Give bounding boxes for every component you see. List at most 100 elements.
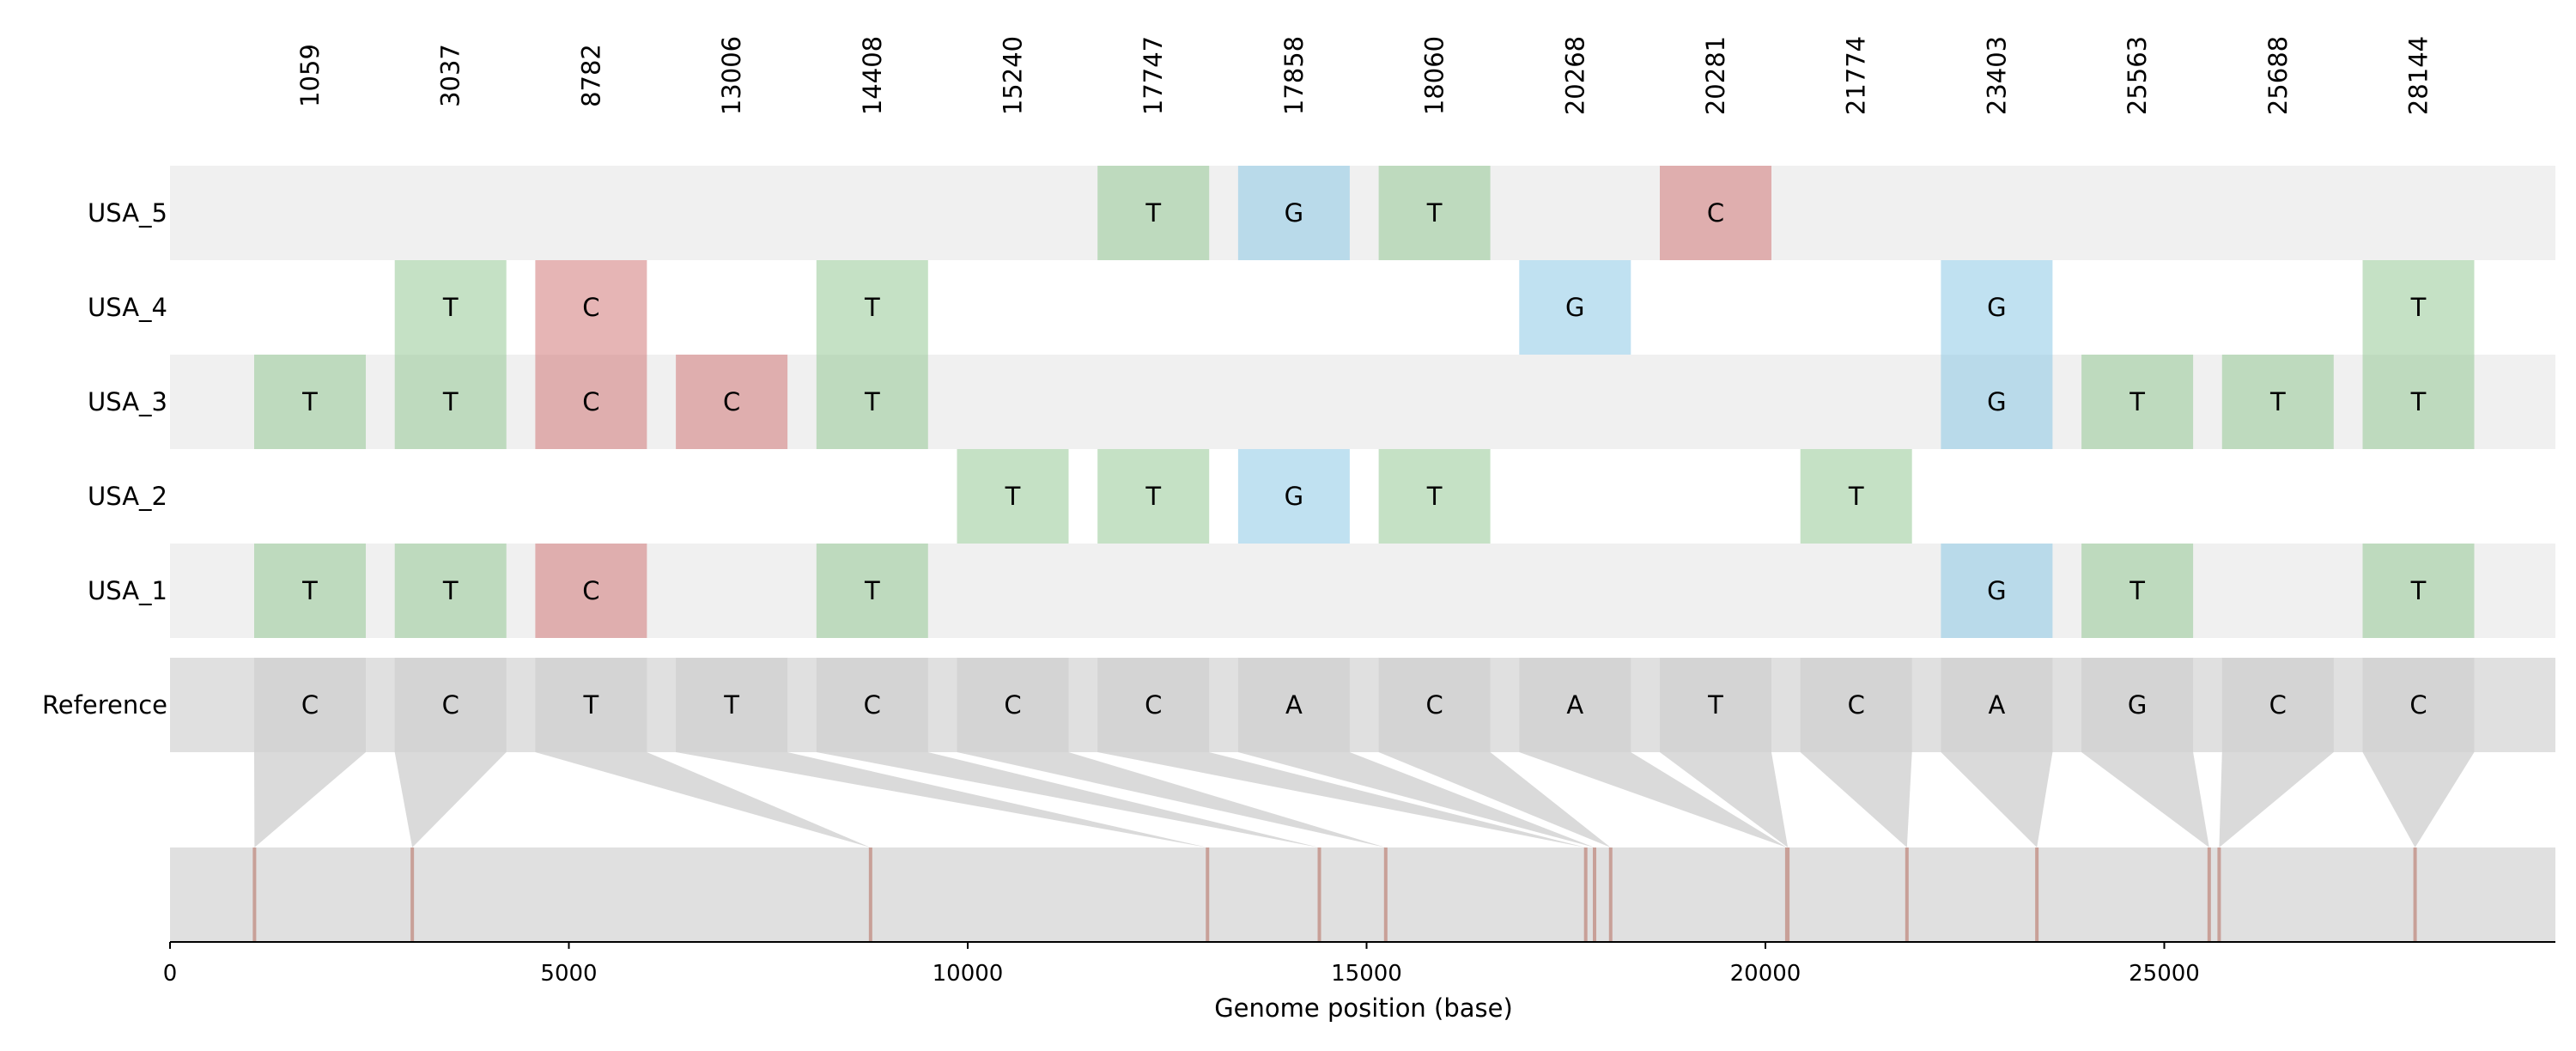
site-marker — [252, 847, 257, 942]
reference-cell — [2221, 658, 2334, 752]
row-label: USA_4 — [88, 293, 167, 322]
position-connector — [1660, 752, 1789, 847]
reference-base-label: T — [723, 690, 739, 720]
variant-cell — [2081, 544, 2194, 638]
variant-base-label: T — [442, 387, 459, 416]
variant-cell — [2081, 355, 2194, 449]
variant-cell — [2362, 355, 2475, 449]
position-connector — [1519, 752, 1787, 847]
x-tick-label: 20000 — [1730, 961, 1801, 987]
position-connector — [1097, 752, 1586, 847]
reference-cell — [816, 658, 928, 752]
reference-base-label: C — [1425, 690, 1443, 720]
row-label: USA_3 — [88, 387, 167, 416]
genome-track — [170, 847, 2555, 942]
position-label: 20268 — [1560, 36, 1589, 115]
variant-cell — [1519, 260, 1631, 355]
variant-cell — [1660, 166, 1771, 260]
x-tick-label: 5000 — [540, 961, 597, 987]
reference-base-label: C — [1145, 690, 1162, 720]
position-label: 1059 — [295, 44, 325, 107]
variant-base-label: T — [2410, 576, 2427, 605]
variant-base-label: T — [864, 387, 880, 416]
position-connector — [1800, 752, 1912, 847]
position-connector — [1941, 752, 2053, 847]
variant-base-label: T — [2269, 387, 2286, 416]
position-connector — [816, 752, 1320, 847]
variant-cell — [1378, 166, 1491, 260]
position-label: 20281 — [1701, 36, 1730, 115]
variant-base-label: G — [1565, 293, 1584, 322]
reference-base-label: C — [1848, 690, 1865, 720]
variant-cell — [1941, 355, 2053, 449]
position-label: 3037 — [436, 44, 465, 107]
variant-base-label: G — [1987, 293, 2006, 322]
x-axis: 0 5000 10000 15000 20000 25000 — [163, 941, 2555, 987]
position-label: 14408 — [858, 36, 887, 115]
position-connector — [2081, 752, 2209, 847]
reference-cell — [2362, 658, 2475, 752]
x-tick-label: 15000 — [1331, 961, 1402, 987]
row-stripe — [170, 166, 2555, 260]
row-stripe — [170, 355, 2555, 449]
variant-base-label: T — [2129, 576, 2145, 605]
position-connector — [394, 752, 507, 847]
reference-base-label: G — [2128, 690, 2147, 720]
site-marker — [1593, 847, 1597, 942]
reference-cell — [2081, 658, 2194, 752]
variant-base-label: T — [1426, 482, 1443, 511]
reference-base-label: C — [864, 690, 881, 720]
position-label: 13006 — [717, 36, 746, 115]
reference-cell — [1660, 658, 1771, 752]
variant-base-label: T — [2410, 387, 2427, 416]
position-connector — [254, 752, 366, 847]
x-axis-label: Genome position (base) — [1214, 993, 1513, 1023]
genome-bar — [170, 847, 2555, 942]
variant-cells: T G T C T C T G G T T T C C T G T T T T T G T T T T C T G T T — [254, 166, 2475, 638]
row-stripe — [170, 544, 2555, 638]
reference-cell — [1519, 658, 1631, 752]
variant-cell — [676, 355, 788, 449]
variant-base-label: T — [1145, 198, 1161, 228]
variant-cell — [1097, 449, 1210, 544]
site-marker — [1608, 847, 1613, 942]
reference-base-label: T — [583, 690, 599, 720]
reference-base-label: C — [1004, 690, 1021, 720]
variant-cell — [1941, 544, 2053, 638]
position-label: 21774 — [1842, 36, 1871, 115]
reference-label: Reference — [42, 690, 167, 720]
site-marker — [2207, 847, 2211, 942]
variant-cell — [1941, 260, 2053, 355]
reference-cell — [394, 658, 507, 752]
position-label: 8782 — [576, 44, 605, 107]
reference-band — [170, 658, 2555, 752]
variant-base-label: T — [442, 293, 459, 322]
variant-cell — [816, 260, 928, 355]
position-connector — [676, 752, 1208, 847]
position-label: 28144 — [2404, 36, 2433, 115]
variant-cell — [394, 355, 507, 449]
site-marker — [868, 847, 872, 942]
variant-cell — [1378, 449, 1491, 544]
variant-cell — [254, 355, 366, 449]
site-marker — [2217, 847, 2221, 942]
row-label: USA_2 — [88, 482, 167, 511]
variant-cell — [1097, 166, 1210, 260]
variant-base-label: T — [301, 576, 318, 605]
reference-cell — [254, 658, 366, 752]
site-marker — [1317, 847, 1321, 942]
site-marker — [1383, 847, 1388, 942]
variant-base-label: T — [864, 576, 880, 605]
site-marker — [1206, 847, 1210, 942]
reference-cell — [957, 658, 1069, 752]
variant-cell — [394, 544, 507, 638]
variant-cell — [2362, 260, 2475, 355]
variant-base-label: T — [442, 576, 459, 605]
variant-base-label: G — [1987, 387, 2006, 416]
variant-cell — [957, 449, 1069, 544]
position-label: 18060 — [1420, 36, 1449, 115]
variant-cell — [535, 544, 647, 638]
variant-base-label: T — [1005, 482, 1021, 511]
reference-cell — [535, 658, 647, 752]
